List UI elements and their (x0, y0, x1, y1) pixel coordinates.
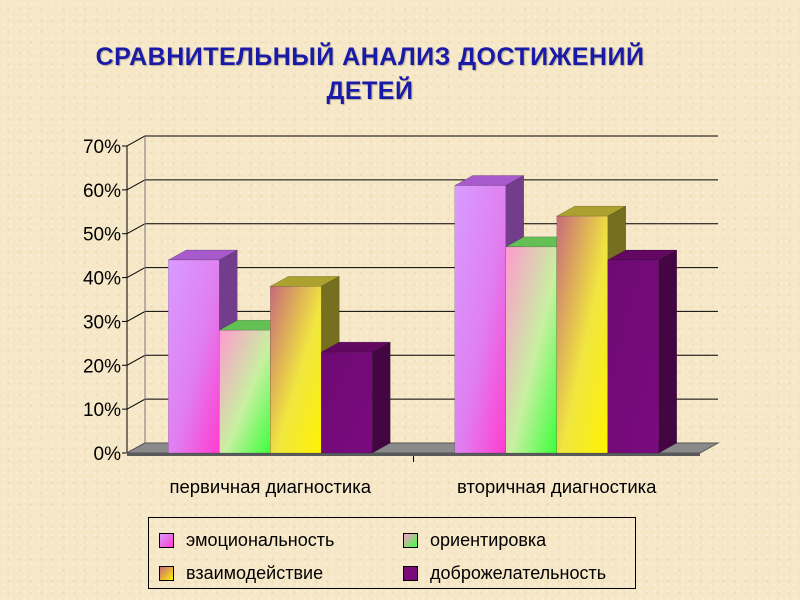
y-tick-label: 20% (83, 356, 121, 377)
gridline (126, 135, 718, 147)
bar-side (372, 341, 391, 454)
y-tick-label: 40% (83, 269, 121, 290)
legend-swatch (403, 565, 418, 581)
bar-front (168, 259, 220, 454)
y-tick-label: 70% (83, 137, 121, 158)
legend-item-orientation: ориентировка (403, 528, 546, 552)
bars (167, 175, 678, 454)
chart-title-line-1: СРАВНИТЕЛЬНЫЙ АНАЛИЗ ДОСТИЖЕНИЙ (95, 43, 645, 71)
y-tick-label: 50% (83, 225, 121, 246)
chart-title: СРАВНИТЕЛЬНЫЙ АНАЛИЗ ДОСТИЖЕНИЙ ДЕТЕЙ (0, 40, 740, 108)
bar-front (505, 246, 557, 454)
legend-item-goodwill: доброжелательность (403, 561, 606, 585)
y-tick-label: 10% (83, 400, 121, 421)
legend-item-interaction: взаимодействие (159, 561, 323, 585)
bar-front (556, 215, 608, 454)
bar-front (219, 329, 271, 454)
floor-edge (127, 453, 700, 456)
legend-label: взаимодействие (186, 562, 324, 583)
bar-front (270, 286, 322, 454)
bar-side (658, 249, 677, 454)
chart-title-line-2: ДЕТЕЙ (326, 77, 414, 105)
gridline (126, 223, 718, 235)
x-category-label: первичная диагностика (169, 476, 371, 497)
y-tick-label: 0% (94, 444, 122, 465)
y-tick-label: 60% (83, 181, 121, 202)
legend-swatch (159, 532, 174, 548)
bar (606, 249, 678, 454)
gridline (126, 179, 718, 191)
legend: эмоциональность ориентировка взаимодейст… (148, 517, 636, 589)
x-category-label: вторичная диагностика (457, 476, 657, 497)
x-axis-labels: первичная диагностика вторичная диагности… (169, 456, 657, 497)
y-tick-label: 30% (83, 312, 121, 333)
legend-label: ориентировка (430, 529, 547, 550)
bar (320, 341, 392, 454)
bar-front (321, 351, 373, 454)
legend-label: доброжелательность (430, 562, 607, 583)
bar-front (454, 185, 506, 454)
legend-swatch (159, 565, 174, 581)
legend-label: эмоциональность (186, 529, 335, 550)
legend-item-emotionality: эмоциональность (159, 528, 334, 552)
y-axis: 0% 10% 20% 30% 40% 50% 60% 70% (83, 136, 146, 465)
legend-swatch (403, 532, 418, 548)
bar-front (607, 259, 659, 454)
